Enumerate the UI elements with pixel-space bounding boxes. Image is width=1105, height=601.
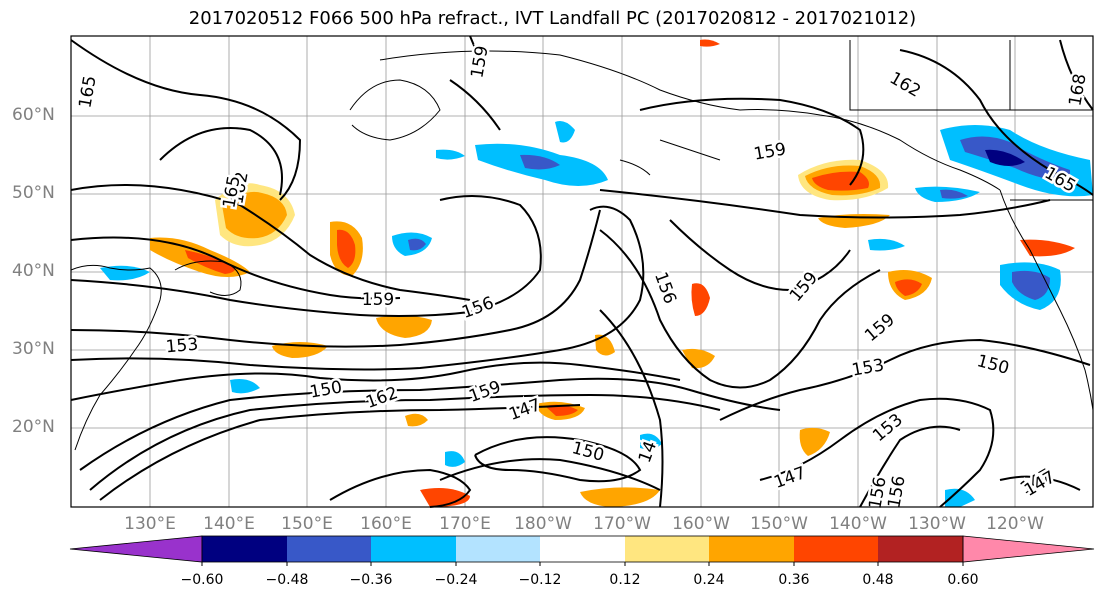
lon-label: 130°W bbox=[908, 514, 966, 534]
contour-label: 159 bbox=[467, 44, 492, 79]
colorbar-segment bbox=[540, 536, 625, 562]
lon-label: 150°E bbox=[281, 514, 333, 534]
colorbar-segment bbox=[709, 536, 794, 562]
lat-label: 40°N bbox=[12, 261, 55, 281]
lon-label: 140°W bbox=[829, 514, 887, 534]
colorbar-tick-label: −0.36 bbox=[349, 572, 393, 588]
contour-label: 153 bbox=[165, 335, 199, 358]
contour-label: 159 bbox=[362, 290, 394, 310]
colorbar-extend-high bbox=[962, 535, 1095, 563]
lon-label: 160°E bbox=[360, 514, 412, 534]
lat-label: 60°N bbox=[12, 105, 55, 125]
colorbar-segment bbox=[287, 536, 371, 562]
colorbar-segment bbox=[878, 536, 963, 562]
colorbar-tick-label: −0.24 bbox=[434, 572, 478, 588]
colorbar-segment bbox=[456, 536, 540, 562]
lat-label: 50°N bbox=[12, 183, 55, 203]
colorbar-tick-label: 0.60 bbox=[947, 572, 979, 588]
colorbar-tick-label: 0.48 bbox=[862, 572, 894, 588]
colorbar-tick-label: −0.12 bbox=[518, 572, 562, 588]
colorbar bbox=[69, 535, 1095, 566]
lon-label: 170°E bbox=[439, 514, 491, 534]
lon-label: 120°W bbox=[986, 514, 1044, 534]
colorbar-tick-label: 0.36 bbox=[778, 572, 810, 588]
lon-label: 140°E bbox=[203, 514, 255, 534]
plot-frame bbox=[70, 35, 1094, 508]
colorbar-segment bbox=[202, 536, 287, 562]
colorbar-segment bbox=[625, 536, 709, 562]
lat-label: 20°N bbox=[12, 417, 55, 437]
contour-label: 162 bbox=[227, 170, 252, 205]
lat-label: 30°N bbox=[12, 339, 55, 359]
colorbar-outline bbox=[201, 535, 964, 563]
colorbar-extend-low bbox=[69, 535, 203, 563]
colorbar-tick-label: −0.60 bbox=[180, 572, 224, 588]
lon-label: 170°W bbox=[593, 514, 651, 534]
lon-label: 180°W bbox=[514, 514, 572, 534]
height-contours bbox=[70, 35, 1094, 508]
map-title: 2017020512 F066 500 hPa refract., IVT La… bbox=[188, 8, 917, 29]
lon-label: 150°W bbox=[750, 514, 808, 534]
colorbar-segment bbox=[794, 536, 878, 562]
colorbar-tick-label: 0.12 bbox=[609, 572, 641, 588]
lon-label: 130°E bbox=[124, 514, 176, 534]
coastlines bbox=[70, 40, 1094, 451]
colorbar-tick-label: −0.48 bbox=[265, 572, 309, 588]
colorbar-tick-label: 0.24 bbox=[693, 572, 725, 588]
colorbar-segment bbox=[371, 536, 456, 562]
lon-label: 160°W bbox=[672, 514, 730, 534]
